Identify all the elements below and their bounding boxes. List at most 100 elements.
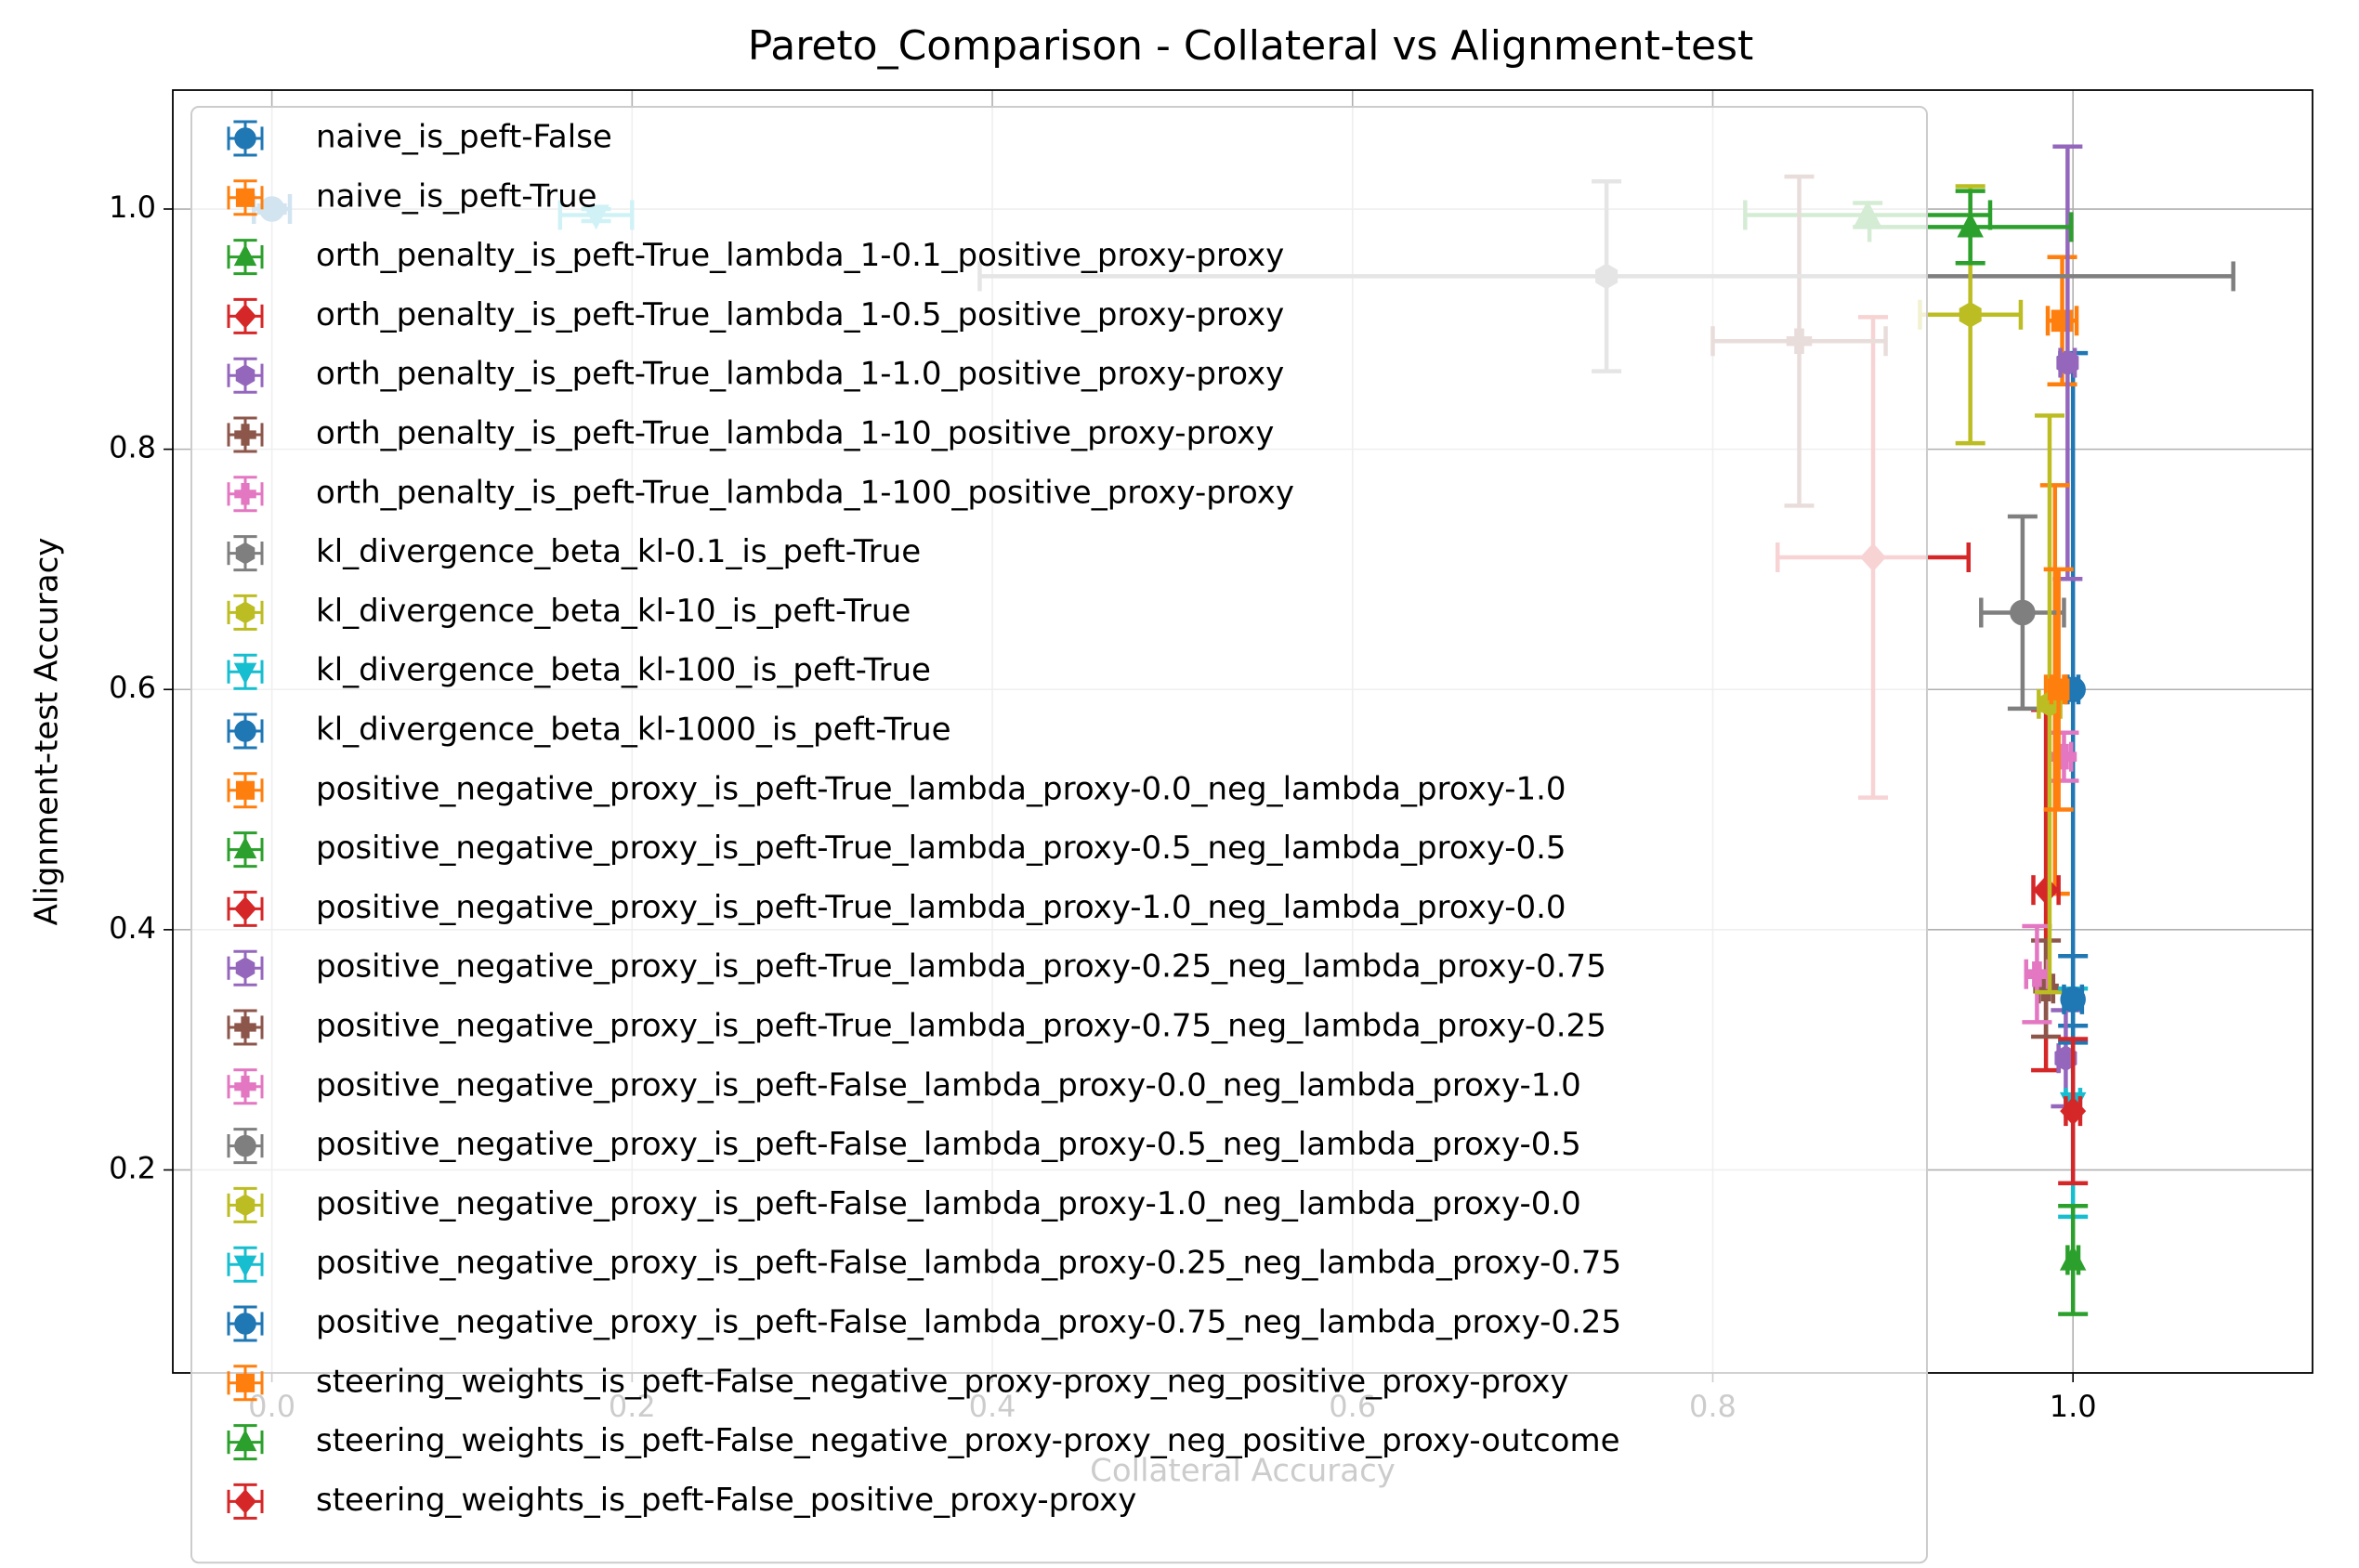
legend-marker	[235, 542, 256, 565]
y-tick-label: 0.8	[109, 430, 156, 465]
legend-label: steering_weights_is_peft-False_negative_…	[316, 1422, 1620, 1459]
legend-marker	[234, 1016, 256, 1039]
legend-marker	[233, 1255, 257, 1277]
legend-label: orth_penalty_is_peft-True_lambda_1-1.0_p…	[316, 356, 1284, 393]
point	[2047, 678, 2070, 701]
legend-marker	[235, 780, 256, 800]
series	[1979, 514, 2066, 712]
point	[2010, 599, 2036, 626]
legend-label: orth_penalty_is_peft-True_lambda_1-0.5_p…	[316, 296, 1284, 333]
legend-marker	[234, 424, 256, 446]
y-tick-label: 1.0	[109, 189, 156, 225]
legend-marker	[233, 896, 257, 921]
legend-label: kl_divergence_beta_kl-100_is_peft-True	[316, 652, 931, 689]
legend-marker	[233, 304, 257, 329]
point	[2060, 987, 2086, 1013]
point	[2059, 1245, 2087, 1271]
legend-marker	[234, 127, 256, 150]
series	[2058, 954, 2089, 1045]
legend-handle	[227, 1186, 264, 1223]
series	[2058, 1204, 2089, 1316]
legend-label: kl_divergence_beta_kl-1000_is_peft-True	[316, 712, 951, 749]
legend-handle	[227, 1365, 264, 1402]
legend-handle	[227, 772, 264, 809]
legend-label: positive_negative_proxy_is_peft-False_la…	[316, 1126, 1581, 1163]
legend-label: orth_penalty_is_peft-True_lambda_1-0.1_p…	[316, 237, 1284, 274]
legend-marker	[235, 188, 256, 207]
legend-marker	[234, 1076, 256, 1098]
series	[2043, 567, 2074, 812]
legend-marker	[234, 483, 256, 505]
legend-handle	[227, 1128, 264, 1165]
y-tick-label: 0.6	[109, 670, 156, 705]
legend-label: naive_is_peft-True	[316, 177, 597, 215]
legend-handle	[227, 1424, 264, 1461]
legend-label: positive_negative_proxy_is_peft-False_la…	[316, 1185, 1581, 1222]
legend-handle	[227, 1068, 264, 1105]
legend-handle	[227, 594, 264, 631]
y-axis-label: Alignment-test Accuracy	[29, 538, 66, 926]
legend-marker	[234, 720, 256, 742]
legend-handle	[227, 1483, 264, 1520]
legend-label: positive_negative_proxy_is_peft-True_lam…	[316, 1008, 1606, 1045]
legend-handle	[227, 179, 264, 216]
legend-handle	[227, 1305, 264, 1342]
legend-handle	[227, 476, 264, 513]
legend-label: positive_negative_proxy_is_peft-True_lam…	[316, 770, 1566, 807]
legend-marker	[235, 1373, 256, 1392]
legend-handle	[227, 653, 264, 690]
legend-handle	[227, 297, 264, 334]
legend-handle	[227, 239, 264, 276]
legend-label: positive_negative_proxy_is_peft-True_lam…	[316, 948, 1606, 986]
legend-label: steering_weights_is_peft-False_negative_…	[316, 1363, 1568, 1400]
legend-handle	[227, 949, 264, 987]
legend-label: orth_penalty_is_peft-True_lambda_1-100_p…	[316, 474, 1294, 511]
legend-handle	[227, 890, 264, 927]
legend-marker	[233, 1429, 257, 1452]
point	[2033, 875, 2060, 905]
y-tick-label: 0.2	[109, 1150, 156, 1185]
point	[1957, 212, 1984, 238]
legend-marker	[233, 243, 257, 267]
legend-label: steering_weights_is_peft-False_positive_…	[316, 1482, 1136, 1519]
legend-label: kl_divergence_beta_kl-10_is_peft-True	[316, 593, 911, 630]
legend-marker	[235, 601, 256, 624]
y-tick-label: 0.4	[109, 910, 156, 946]
legend-handle	[227, 831, 264, 869]
legend-handle	[227, 1246, 264, 1283]
chart-title: Pareto_Comparison - Collateral vs Alignm…	[748, 22, 1754, 70]
legend-marker	[235, 364, 256, 387]
series	[2052, 144, 2083, 581]
series	[2058, 1037, 2089, 1185]
legend-label: positive_negative_proxy_is_peft-False_la…	[316, 1304, 1621, 1341]
legend-handle	[227, 416, 264, 453]
x-tick-label: 1.0	[2050, 1389, 2097, 1424]
legend-label: positive_negative_proxy_is_peft-False_la…	[316, 1066, 1581, 1104]
point	[2024, 960, 2051, 987]
legend-handle	[227, 357, 264, 394]
point	[2051, 743, 2077, 770]
legend-handle	[227, 1009, 264, 1046]
legend-label: positive_negative_proxy_is_peft-True_lam…	[316, 889, 1566, 926]
legend-label: orth_penalty_is_peft-True_lambda_1-10_po…	[316, 415, 1274, 452]
legend-label: naive_is_peft-False	[316, 119, 612, 156]
legend-label: positive_negative_proxy_is_peft-False_la…	[316, 1245, 1621, 1282]
point	[1959, 301, 1982, 328]
legend-handle	[227, 535, 264, 572]
legend-marker	[233, 662, 257, 685]
legend-marker	[234, 1313, 256, 1335]
point	[2060, 1096, 2087, 1126]
legend-marker	[235, 1194, 256, 1217]
legend-marker	[235, 957, 256, 980]
point	[2056, 349, 2079, 376]
legend-marker	[234, 1134, 256, 1157]
legend-handle	[227, 712, 264, 750]
legend-label: kl_divergence_beta_kl-0.1_is_peft-True	[316, 533, 921, 570]
legend: naive_is_peft-False naive_is_peft-Trueort…	[190, 106, 1928, 1564]
legend-label: positive_negative_proxy_is_peft-True_lam…	[316, 830, 1566, 867]
legend-handle	[227, 120, 264, 157]
legend-box	[190, 106, 1928, 1564]
legend-marker	[233, 836, 257, 859]
